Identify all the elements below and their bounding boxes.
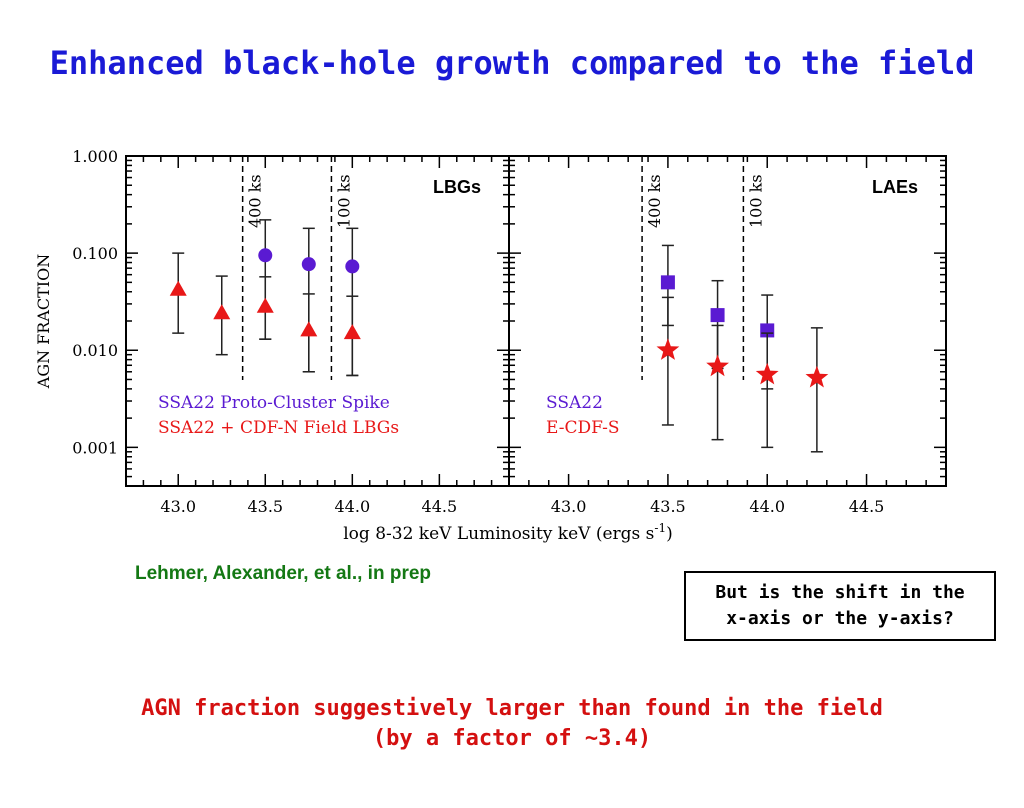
y-tick-label: 0.001 xyxy=(72,438,118,457)
legend-entry: SSA22 Proto-Cluster Spike xyxy=(158,393,390,413)
author-credit: Lehmer, Alexander, et al., in prep xyxy=(135,563,432,584)
data-point-circle xyxy=(345,259,360,274)
data-point-star xyxy=(805,365,829,388)
y-axis-title: AGN FRACTION xyxy=(34,254,53,389)
data-point-square xyxy=(760,323,775,338)
conclusion-line-1: AGN fraction suggestively larger than fo… xyxy=(141,696,883,721)
question-line-1: But is the shift in the xyxy=(715,582,965,603)
x-tick-label: 44.5 xyxy=(849,497,885,516)
legend-entry: SSA22 + CDF-N Field LBGs xyxy=(158,418,399,438)
depth-line-label: 400 ks xyxy=(246,174,265,228)
agn-fraction-figure: 400 ks 100 ks 43.0 43.5 44.0 44.5 LBGs SSA22 Pr… xyxy=(34,147,947,544)
x-tick-label: 43.0 xyxy=(551,497,587,516)
data-point-triangle xyxy=(213,304,231,320)
data-point-triangle xyxy=(169,280,187,296)
depth-line-label: 100 ks xyxy=(334,174,353,228)
data-point-star xyxy=(656,338,680,360)
x-tick-label: 44.0 xyxy=(749,497,785,516)
legend-entry: E-CDF-S xyxy=(546,418,620,438)
legend-entry: SSA22 xyxy=(546,393,603,413)
data-point-triangle xyxy=(300,321,318,337)
panel-label: LBGs xyxy=(433,177,481,197)
panel-label: LAEs xyxy=(872,177,918,197)
x-tick-label: 44.5 xyxy=(422,497,458,516)
x-tick-label: 43.5 xyxy=(650,497,686,516)
depth-line-label: 400 ks xyxy=(645,174,664,228)
x-tick-label: 44.0 xyxy=(335,497,371,516)
panel-laes: 400 ks 100 ks xyxy=(508,155,947,487)
data-point-square xyxy=(660,275,675,290)
data-point-circle xyxy=(301,257,316,272)
conclusion: AGN fraction suggestively larger than fo… xyxy=(0,694,1024,754)
y-tick-label: 1.000 xyxy=(72,147,118,166)
x-tick-label: 43.5 xyxy=(247,497,283,516)
question-box: But is the shift in the x-axis or the y-… xyxy=(684,571,996,641)
x-axis-title: log 8-32 keV Luminosity keV (ergs s-1) xyxy=(343,521,673,544)
y-tick-label: 0.100 xyxy=(72,244,118,263)
data-point-square xyxy=(710,308,725,323)
x-tick-label: 43.0 xyxy=(160,497,196,516)
data-point-star xyxy=(755,362,779,385)
data-point-triangle xyxy=(343,324,361,340)
panel-lbgs: 400 ks 100 ks xyxy=(125,155,510,487)
question-line-2: x-axis or the y-axis? xyxy=(726,608,954,629)
slide-title: Enhanced black-hole growth compared to t… xyxy=(49,44,975,82)
conclusion-line-2: (by a factor of ~3.4) xyxy=(372,726,652,751)
data-point-triangle xyxy=(256,297,274,313)
y-tick-label: 0.010 xyxy=(72,341,118,360)
depth-line-label: 100 ks xyxy=(746,174,765,228)
data-point-star xyxy=(706,354,729,377)
data-point-circle xyxy=(258,248,273,263)
